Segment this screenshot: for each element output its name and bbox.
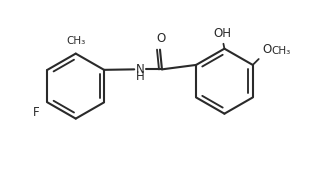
Text: H: H <box>136 70 145 83</box>
Text: CH₃: CH₃ <box>66 36 85 46</box>
Text: O: O <box>156 32 166 45</box>
Text: OH: OH <box>213 27 232 40</box>
Text: F: F <box>33 106 39 119</box>
Text: CH₃: CH₃ <box>272 46 291 56</box>
Text: N: N <box>136 63 145 76</box>
Text: O: O <box>263 43 272 56</box>
